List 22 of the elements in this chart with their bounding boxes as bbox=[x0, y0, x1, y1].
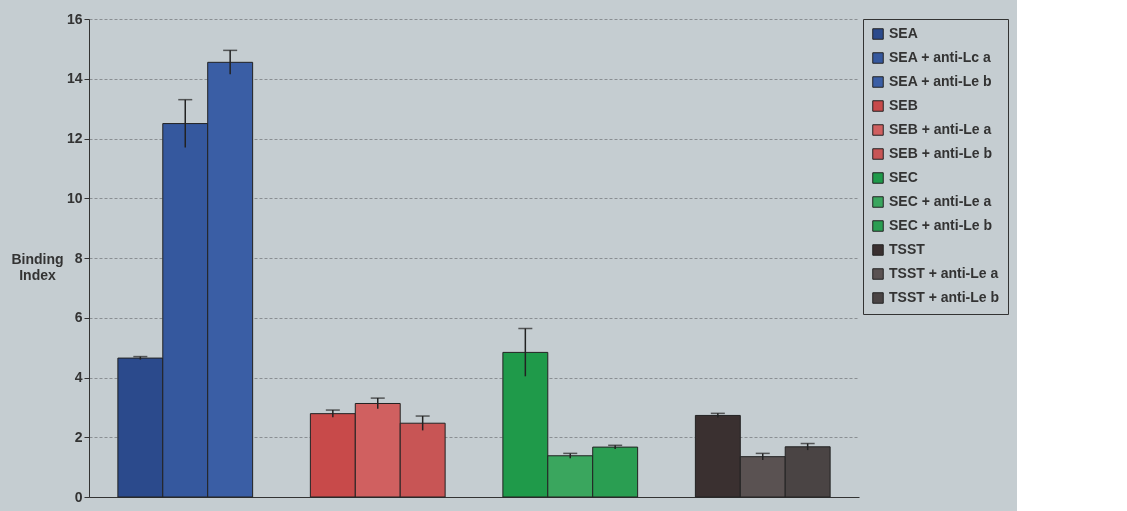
legend-label: SEB bbox=[889, 97, 918, 113]
y-tick-label: 16 bbox=[66, 10, 83, 27]
legend-label: SEB + anti-Le b bbox=[889, 145, 993, 161]
legend-label: SEC + anti-Le b bbox=[889, 217, 993, 233]
legend-label: SEA + anti-Le b bbox=[889, 73, 992, 89]
legend-label: TSST + anti-Le b bbox=[889, 289, 1000, 305]
y-tick-label: 6 bbox=[74, 309, 83, 326]
y-tick-label: 10 bbox=[66, 189, 83, 206]
legend-label: SEC bbox=[889, 169, 918, 185]
legend-label: TSST bbox=[889, 241, 926, 257]
legend-label: TSST + anti-Le a bbox=[889, 265, 999, 281]
y-tick-label: 8 bbox=[74, 249, 83, 266]
y-axis-title: Binding Index bbox=[11, 250, 64, 283]
legend-label: SEB + anti-Le a bbox=[889, 121, 992, 137]
y-tick-label: 12 bbox=[66, 130, 83, 146]
legend-label: SEA bbox=[889, 25, 918, 41]
legend-label: SEA + anti-Lc a bbox=[889, 49, 991, 65]
y-tick-label: 14 bbox=[66, 70, 83, 87]
legend-label: SEC + anti-Le a bbox=[889, 193, 992, 209]
y-tick-label: 0 bbox=[74, 488, 83, 505]
y-tick-label: 2 bbox=[74, 428, 83, 445]
y-tick-label: 4 bbox=[74, 369, 83, 385]
